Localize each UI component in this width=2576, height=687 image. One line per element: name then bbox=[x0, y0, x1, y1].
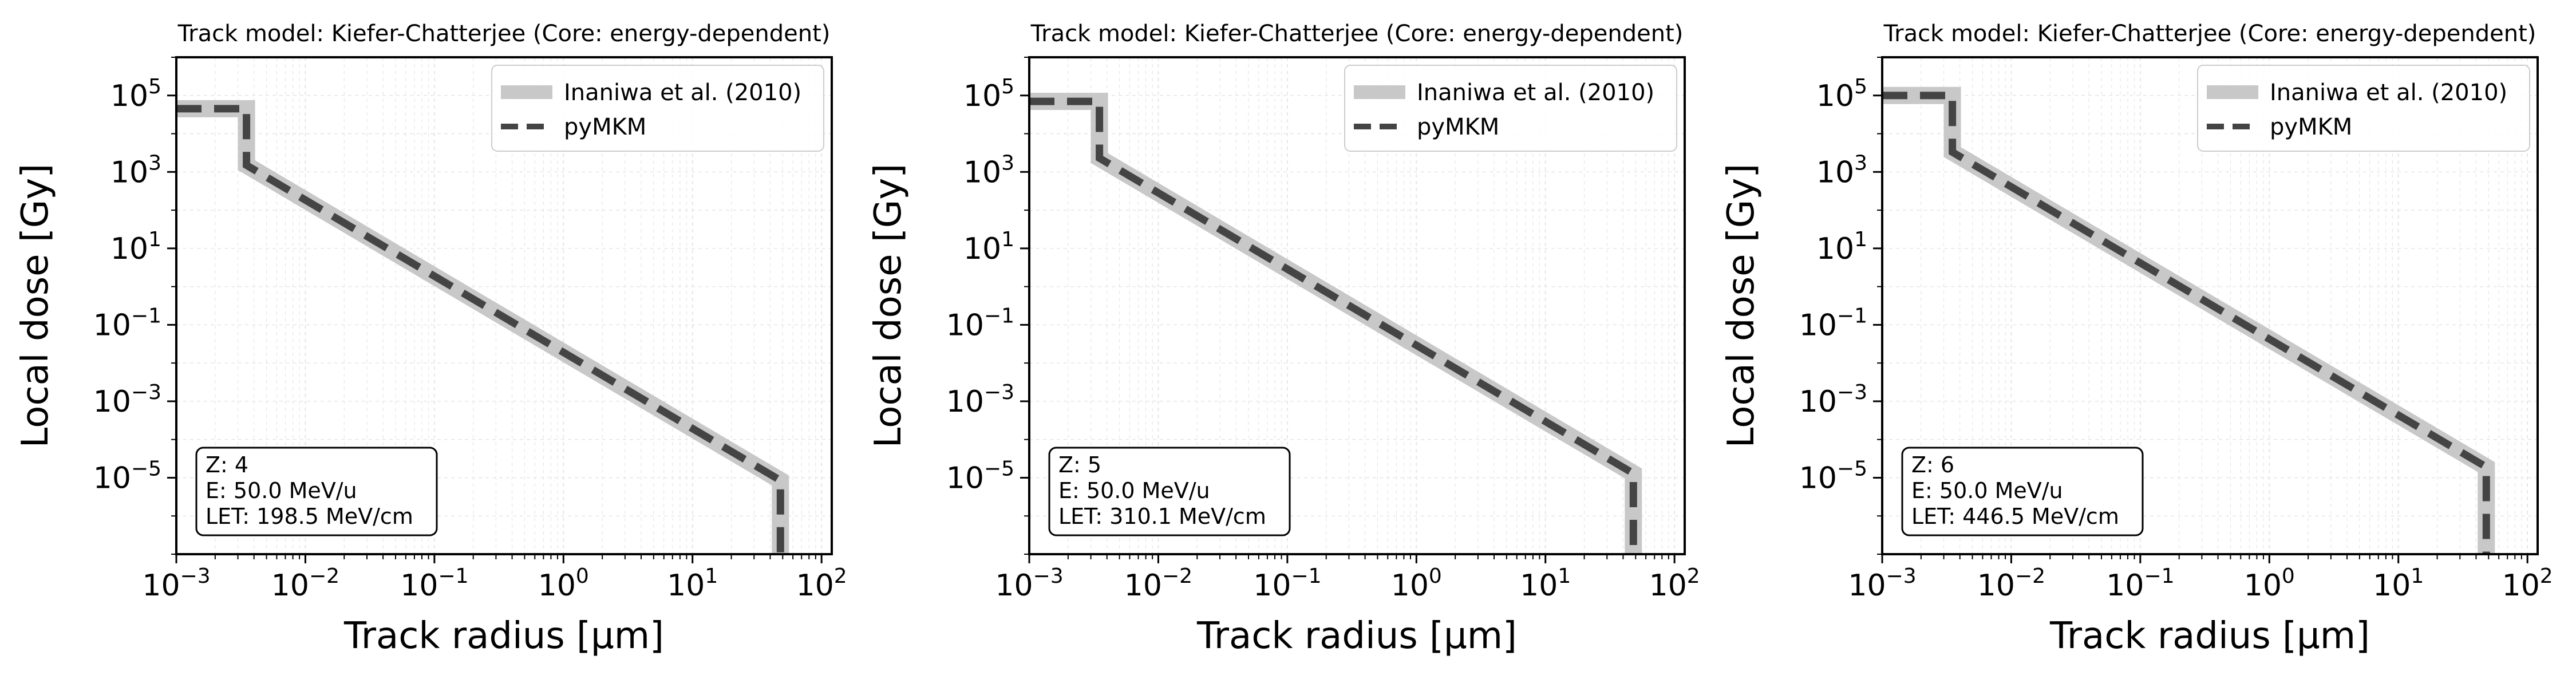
legend: Inaniwa et al. (2010) pyMKM bbox=[491, 65, 824, 152]
chart-panel-1: 10−3 10−2 10−1 100 101 102 10−5 10−3 10−1 101 103 1… bbox=[14, 21, 847, 657]
y-tick-label: 103 bbox=[1816, 151, 1867, 189]
info-line: Z: 6 bbox=[1911, 452, 1954, 477]
x-axis-label: Track radius [μm] bbox=[343, 615, 664, 657]
y-tick-label: 10−5 bbox=[93, 457, 161, 495]
x-tick-label: 10−1 bbox=[1253, 564, 1321, 603]
y-tick-label: 103 bbox=[963, 151, 1014, 189]
y-tick-label: 103 bbox=[110, 151, 161, 189]
legend-label-pymkm: pyMKM bbox=[2270, 114, 2352, 140]
legend-label-inaniwa: Inaniwa et al. (2010) bbox=[564, 80, 801, 106]
info-line: LET: 310.1 MeV/cm bbox=[1058, 504, 1266, 529]
x-tick-label: 100 bbox=[2244, 564, 2295, 603]
info-line: E: 50.0 MeV/u bbox=[206, 478, 357, 503]
x-axis-label: Track radius [μm] bbox=[2049, 615, 2370, 657]
x-tick-label: 101 bbox=[2373, 564, 2424, 603]
x-tick-label: 10−1 bbox=[400, 564, 468, 603]
chart-panel-2: 10−3 10−2 10−1 100 101 102 10−5 10−3 10−1 101 103 1… bbox=[867, 21, 1700, 657]
y-tick-label: 10−3 bbox=[93, 381, 161, 419]
panel-title: Track model: Kiefer-Chatterjee (Core: en… bbox=[1883, 21, 2537, 47]
legend-label-inaniwa: Inaniwa et al. (2010) bbox=[1417, 80, 1654, 106]
x-tick-label: 10−2 bbox=[1124, 564, 1192, 603]
x-tick-label: 101 bbox=[1520, 564, 1571, 603]
y-tick-label: 10−1 bbox=[1799, 304, 1867, 342]
x-tick-label: 100 bbox=[1391, 564, 1442, 603]
info-line: E: 50.0 MeV/u bbox=[1058, 478, 1210, 503]
y-tick-label: 105 bbox=[963, 75, 1014, 113]
legend-label-pymkm: pyMKM bbox=[564, 114, 646, 140]
legend-label-pymkm: pyMKM bbox=[1417, 114, 1499, 140]
legend: Inaniwa et al. (2010) pyMKM bbox=[2197, 65, 2530, 152]
info-box-frame bbox=[1048, 447, 1291, 536]
series-pymkm-line bbox=[1882, 92, 2490, 554]
legend-label-inaniwa: Inaniwa et al. (2010) bbox=[2270, 80, 2507, 106]
y-tick-label: 10−1 bbox=[946, 304, 1014, 342]
info-line: Z: 5 bbox=[1058, 452, 1101, 477]
plot-frame bbox=[1028, 56, 1686, 555]
x-tick-label: 102 bbox=[2502, 564, 2553, 603]
y-tick-label: 10−3 bbox=[946, 381, 1014, 419]
series-pymkm-line bbox=[1029, 97, 1637, 554]
x-tick-label: 100 bbox=[538, 564, 589, 603]
y-tick-label: 10−3 bbox=[1799, 381, 1867, 419]
x-axis-label: Track radius [μm] bbox=[1196, 615, 1517, 657]
legend-box bbox=[1344, 65, 1677, 152]
info-box-frame bbox=[195, 447, 438, 536]
chart-panel-3: 10−3 10−2 10−1 100 101 102 10−5 10−3 10−1 101 103 1… bbox=[1720, 21, 2553, 657]
info-line: LET: 446.5 MeV/cm bbox=[1911, 504, 2119, 529]
y-tick-label: 10−5 bbox=[1799, 457, 1867, 495]
legend-box bbox=[2197, 65, 2530, 152]
x-tick-label: 10−3 bbox=[995, 564, 1063, 603]
x-tick-label: 10−2 bbox=[1977, 564, 2045, 603]
x-tick-label: 10−2 bbox=[271, 564, 339, 603]
info-box-frame bbox=[1901, 447, 2144, 536]
x-tick-label: 102 bbox=[1649, 564, 1700, 603]
panel-title: Track model: Kiefer-Chatterjee (Core: en… bbox=[1030, 21, 1684, 47]
x-tick-label: 102 bbox=[796, 564, 847, 603]
x-tick-label: 101 bbox=[667, 564, 718, 603]
info-line: LET: 198.5 MeV/cm bbox=[206, 504, 413, 529]
y-axis-label: Local dose [Gy] bbox=[1720, 164, 1763, 448]
x-tick-label: 10−3 bbox=[142, 564, 210, 603]
series-pymkm-line bbox=[176, 105, 784, 554]
y-tick-label: 105 bbox=[110, 75, 161, 113]
legend: Inaniwa et al. (2010) pyMKM bbox=[1344, 65, 1677, 152]
info-line: Z: 4 bbox=[206, 452, 248, 477]
y-tick-label: 101 bbox=[963, 228, 1014, 266]
panel-title: Track model: Kiefer-Chatterjee (Core: en… bbox=[177, 21, 831, 47]
plot-frame bbox=[175, 56, 833, 555]
y-tick-label: 10−1 bbox=[93, 304, 161, 342]
plot-frame bbox=[1881, 56, 2539, 555]
legend-box bbox=[491, 65, 824, 152]
y-tick-label: 101 bbox=[1816, 228, 1867, 266]
x-tick-label: 10−1 bbox=[2106, 564, 2174, 603]
y-tick-label: 105 bbox=[1816, 75, 1867, 113]
x-tick-label: 10−3 bbox=[1848, 564, 1916, 603]
info-line: E: 50.0 MeV/u bbox=[1911, 478, 2063, 503]
y-axis-label: Local dose [Gy] bbox=[867, 164, 910, 448]
y-axis-label: Local dose [Gy] bbox=[14, 164, 57, 448]
y-tick-label: 10−5 bbox=[946, 457, 1014, 495]
y-tick-label: 101 bbox=[110, 228, 161, 266]
